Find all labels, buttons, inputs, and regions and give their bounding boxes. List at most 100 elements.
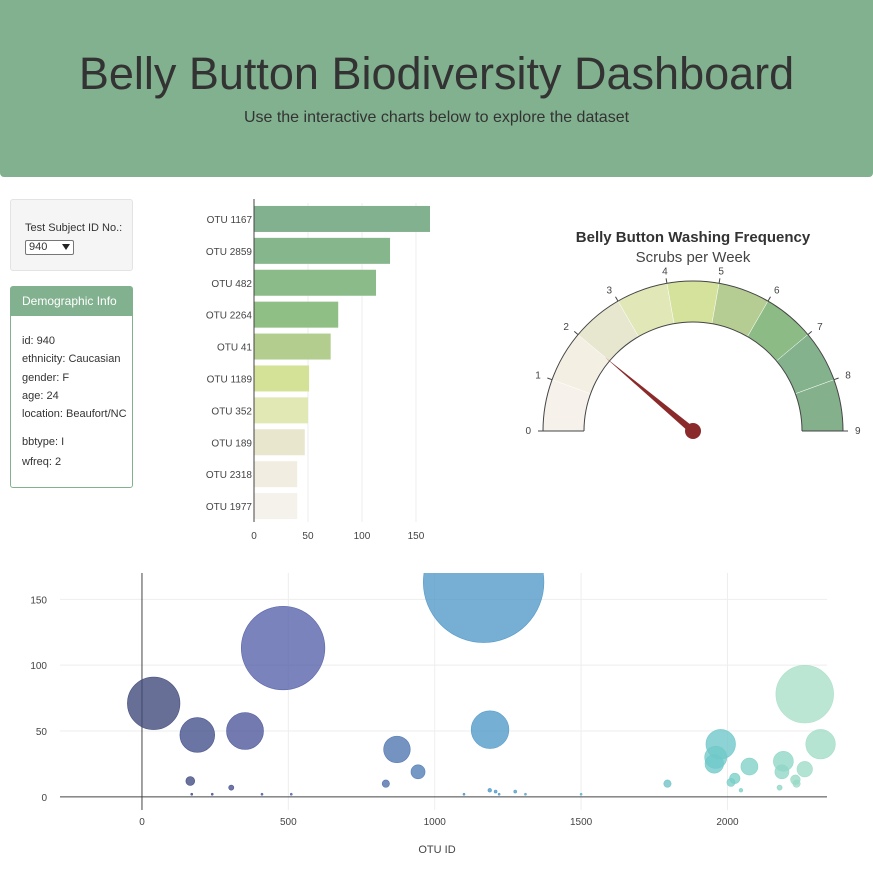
bubble-point <box>381 779 390 788</box>
gauge-tick-label: 8 <box>845 371 851 382</box>
subject-id-select[interactable]: 940 <box>25 240 74 255</box>
gauge-tick-mark <box>615 296 619 302</box>
demographic-row-id: id: 940 <box>22 335 56 347</box>
bar-x-tick-label: 150 <box>408 531 425 540</box>
bar-category-label: OTU 1977 <box>206 502 253 513</box>
bubble-point <box>190 792 194 796</box>
bubble-point <box>179 717 215 753</box>
gauge-tick-label: 7 <box>817 322 823 333</box>
demographic-panel-heading: Demographic Info <box>11 287 132 316</box>
gauge-tick-label: 1 <box>535 371 541 382</box>
demographic-row-location: location: Beaufort/NC <box>22 408 127 420</box>
gauge-subtitle: Scrubs per Week <box>636 249 751 266</box>
bar-x-tick-label: 100 <box>354 531 371 540</box>
bubble-point <box>776 784 783 791</box>
bubble-x-tick-label: 2000 <box>716 817 739 828</box>
bubble-point <box>513 789 518 794</box>
page-title: Belly Button Biodiversity Dashboard <box>78 48 795 99</box>
bar-category-label: OTU 352 <box>211 406 252 417</box>
bubble-point <box>410 764 426 780</box>
wash-frequency-gauge: Belly Button Washing Frequency Scrubs per… <box>525 229 861 439</box>
bubble-point <box>423 573 545 643</box>
bubble-x-axis-title: OTU ID <box>418 844 455 856</box>
gauge-tick-mark <box>807 330 813 335</box>
gauge-inner-outline <box>583 321 803 432</box>
demographic-row-bbtype: bbtype: I <box>22 436 65 448</box>
bubble-markers <box>127 573 836 796</box>
bubble-point <box>240 605 326 691</box>
bar-otu-41 <box>254 333 331 360</box>
gauge-band-4-5 <box>666 280 720 324</box>
gauge-outer-outline <box>542 280 844 432</box>
gauge-tick-label: 0 <box>525 426 531 437</box>
gauge-tick-mark <box>573 330 579 335</box>
demographic-row-gender: gender: F <box>22 372 70 384</box>
bubble-y-tick-label: 0 <box>41 793 47 804</box>
gauge-tick-mark <box>665 278 668 284</box>
bar-x-tick-label: 0 <box>251 531 257 540</box>
bubble-point <box>738 788 744 793</box>
bar-category-label: OTU 41 <box>217 343 252 354</box>
demographic-row-ethnicity: ethnicity: Caucasian <box>22 353 121 365</box>
bubble-point <box>579 792 583 796</box>
bubble-point <box>774 764 790 780</box>
gauge-tick-label: 3 <box>606 286 612 297</box>
top-otu-bar-chart: 0 50 100 150 OTU 1167 OTU 2859 OTU 482 OTU 2264… <box>206 199 430 540</box>
header-jumbotron: Belly Button Biodiversity Dashboard Use … <box>0 0 873 177</box>
bar-category-label: OTU 1189 <box>207 374 253 385</box>
page-subtitle: Use the interactive charts below to expl… <box>243 109 630 126</box>
bubble-x-tick-label: 1000 <box>424 817 447 828</box>
bubble-point <box>470 710 510 749</box>
gauge-tick-mark <box>547 377 553 381</box>
subject-selector-label: Test Subject ID No.: <box>25 222 123 234</box>
bubble-point <box>740 757 759 776</box>
demographic-row-age: age: 24 <box>22 390 59 402</box>
bubble-point <box>497 792 501 796</box>
gauge-tick-mark <box>767 296 771 302</box>
gauge-title: Belly Button Washing Frequency <box>576 229 811 246</box>
subject-id-selected-value: 940 <box>29 241 48 253</box>
gauge-tick-label: 6 <box>774 286 780 297</box>
gauge-tick-label: 5 <box>718 266 724 277</box>
demographic-row-wfreq: wfreq: 2 <box>22 456 62 468</box>
bubble-y-tick-label: 100 <box>30 661 47 672</box>
bar-otu-482 <box>254 269 377 296</box>
bubble-point <box>726 777 736 787</box>
bubble-point <box>462 792 466 796</box>
bubble-point <box>805 729 836 760</box>
bubble-point <box>228 784 235 791</box>
bar-x-tick-label: 50 <box>302 531 314 540</box>
gauge-tick-mark <box>718 278 721 284</box>
bubble-point <box>487 788 492 793</box>
bar-category-label: OTU 2318 <box>206 470 253 481</box>
bar-otu-2318 <box>254 461 298 488</box>
bubble-point <box>704 754 724 774</box>
bubble-x-tick-label: 0 <box>139 817 145 828</box>
bubble-x-tick-label: 1500 <box>570 817 593 828</box>
bubble-y-tick-label: 50 <box>36 727 48 738</box>
gauge-needle <box>604 357 696 434</box>
bar-category-label: OTU 189 <box>211 438 252 449</box>
bubble-point <box>185 776 196 786</box>
bubble-point <box>289 792 293 796</box>
bar-otu-1167 <box>254 205 430 232</box>
bubble-point <box>493 789 498 794</box>
bar-otu-2264 <box>254 301 339 328</box>
bar-category-label: OTU 482 <box>211 279 252 290</box>
bubble-x-tick-label: 500 <box>280 817 297 828</box>
demographic-panel: Demographic Info id: 940 ethnicity: Cauc… <box>10 286 133 488</box>
bar-otu-2859 <box>254 237 391 264</box>
bubble-point <box>792 779 801 788</box>
bubble-point <box>127 676 181 730</box>
bar-otu-352 <box>254 397 308 424</box>
gauge-tick-label: 2 <box>563 322 569 333</box>
bar-category-label: OTU 1167 <box>207 215 253 226</box>
bar-otu-189 <box>254 429 305 456</box>
gauge-tick-label: 4 <box>662 266 668 277</box>
bubble-point <box>663 779 672 788</box>
gauge-tick-mark <box>833 377 839 381</box>
gauge-tick-label: 9 <box>855 426 861 437</box>
bubble-point <box>210 792 214 796</box>
chevron-down-icon <box>62 244 70 250</box>
demographic-panel-title: Demographic Info <box>22 294 117 308</box>
